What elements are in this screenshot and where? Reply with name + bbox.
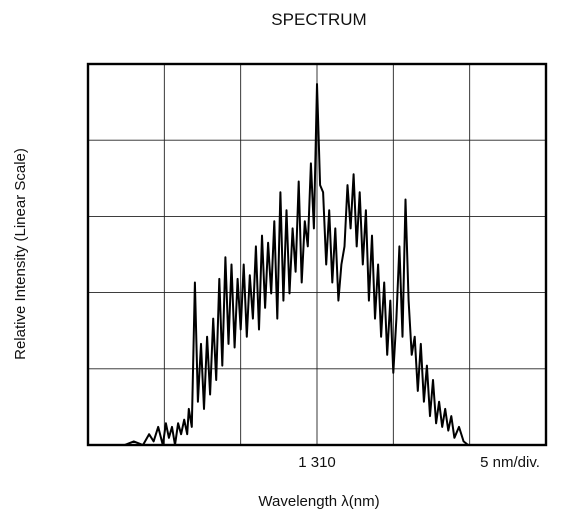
x-axis-label: Wavelength λ(nm)	[258, 493, 379, 510]
y-axis-label: Relative Intensity (Linear Scale)	[12, 148, 29, 360]
plot-frame	[86, 62, 548, 447]
x-tick-labels: 1 310	[298, 454, 336, 471]
x-scale-note: 5 nm/div.	[480, 454, 540, 471]
x-tick-label: 1 310	[298, 454, 336, 471]
spectrum-trace	[124, 83, 482, 446]
chart-title: SPECTRUM	[271, 10, 366, 29]
